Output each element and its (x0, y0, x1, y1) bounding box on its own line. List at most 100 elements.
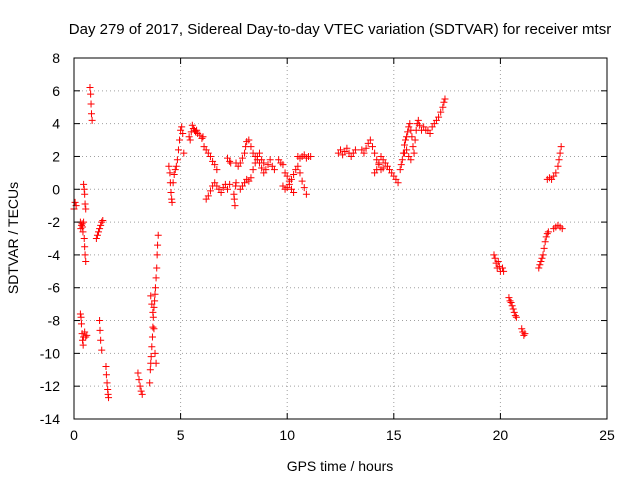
data-point (150, 325, 158, 333)
data-point (76, 310, 84, 318)
data-point (81, 200, 89, 208)
y-tick-label: -4 (48, 247, 61, 263)
data-point (298, 177, 306, 185)
data-point (294, 162, 302, 170)
data-point (79, 228, 87, 236)
data-point (491, 254, 499, 262)
y-tick-label: -14 (40, 411, 60, 427)
y-axis-label: SDTVAR / TECUs (5, 182, 21, 294)
data-point (96, 326, 104, 334)
data-point (505, 294, 513, 302)
data-point (285, 180, 293, 188)
data-point (154, 241, 162, 249)
data-point (542, 233, 550, 241)
data-point (83, 331, 91, 339)
data-point (96, 317, 104, 325)
data-point (134, 369, 142, 377)
data-point (414, 116, 422, 124)
data-point (185, 133, 193, 141)
data-point (287, 175, 295, 183)
data-point (371, 149, 379, 157)
data-point (77, 320, 85, 328)
grid (74, 58, 607, 419)
data-point (102, 371, 110, 379)
data-point (151, 349, 159, 357)
data-point (518, 325, 526, 333)
data-point (226, 157, 234, 165)
data-point (362, 144, 370, 152)
data-point (247, 174, 255, 182)
data-point (81, 243, 89, 251)
data-point (245, 136, 253, 144)
data-point (204, 192, 212, 200)
data-point (490, 251, 498, 259)
data-point (426, 129, 434, 137)
data-point (224, 185, 232, 193)
data-point (87, 90, 95, 98)
data-point (137, 387, 145, 395)
data-point (537, 257, 545, 265)
data-point (147, 292, 155, 300)
x-tick-label: 15 (386, 427, 402, 443)
data-point (77, 313, 85, 321)
data-point (302, 190, 310, 198)
data-point (217, 189, 225, 197)
data-point (148, 300, 156, 308)
data-point (251, 159, 259, 167)
data-point (409, 143, 417, 151)
y-tick-label: 8 (52, 50, 60, 66)
data-point (554, 162, 562, 170)
data-point (178, 123, 186, 131)
data-point (206, 187, 214, 195)
data-point (87, 110, 95, 118)
axis-ticks: 0 5 10 15 20 25 -14 -12 -10 -8 -6 -4 -2 0 2 4 6 8 (40, 50, 615, 443)
y-tick-label: -2 (48, 214, 61, 230)
data-point (82, 257, 90, 265)
data-point (535, 264, 543, 272)
y-tick-label: 0 (52, 181, 60, 197)
data-point (80, 218, 88, 226)
data-point (398, 156, 406, 164)
data-point (435, 113, 443, 121)
x-tick-label: 5 (177, 427, 185, 443)
data-point (231, 202, 239, 210)
data-point (509, 305, 517, 313)
data-point (79, 336, 87, 344)
data-point (238, 154, 246, 162)
data-point (152, 274, 160, 282)
data-point (97, 221, 105, 229)
data-point (199, 133, 207, 141)
plot-frame (73, 57, 608, 420)
data-point (543, 230, 551, 238)
data-point (226, 180, 234, 188)
data-point (556, 149, 564, 157)
y-tick-label: -10 (40, 345, 60, 361)
data-point (536, 261, 544, 269)
data-point (555, 156, 563, 164)
data-point (507, 298, 515, 306)
data-point (540, 244, 548, 252)
data-point (82, 333, 90, 341)
data-point (360, 149, 368, 157)
data-point (351, 146, 359, 154)
data-point (510, 308, 518, 316)
data-point (180, 149, 188, 157)
data-point (255, 149, 263, 157)
data-point (151, 284, 159, 292)
data-point (440, 98, 448, 106)
data-point (500, 267, 508, 275)
x-tick-label: 0 (70, 427, 78, 443)
data-point (552, 169, 560, 177)
data-point (71, 198, 79, 206)
data-point (539, 251, 547, 259)
data-point (499, 264, 507, 272)
data-point (146, 379, 154, 387)
data-point (541, 238, 549, 246)
data-point (544, 228, 552, 236)
data-point (168, 198, 176, 206)
data-point (81, 251, 89, 259)
data-point (439, 103, 447, 111)
data-point (247, 143, 255, 151)
data-point (410, 149, 418, 157)
